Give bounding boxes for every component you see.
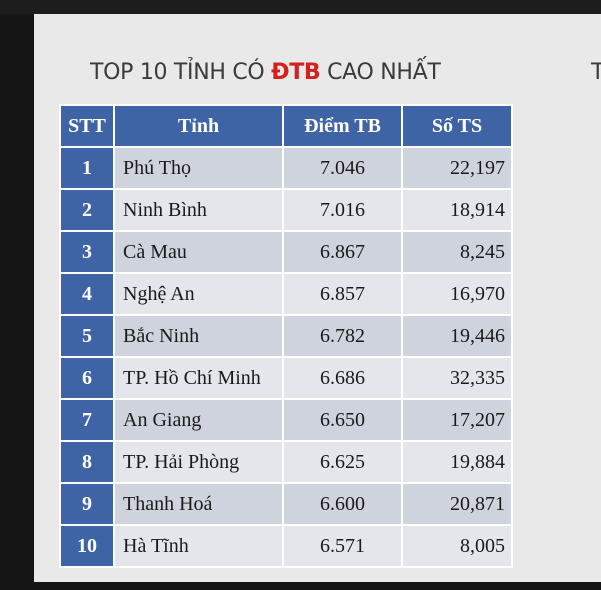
cell-stt: 3 [59,230,115,274]
cell-diem-tb: 6.600 [282,482,403,526]
title-suffix: CAO NHẤT [320,60,441,85]
table-row: 7 An Giang 6.650 17,207 [59,398,513,442]
cell-stt: 4 [59,272,115,316]
top-bar [0,0,601,14]
table-header-row: STT Tỉnh Điểm TB Số TS [59,104,513,148]
cell-stt: 10 [59,524,115,568]
cell-so-ts: 16,970 [401,272,513,316]
cell-tinh: Bắc Ninh [113,314,284,358]
table-row: 5 Bắc Ninh 6.782 19,446 [59,314,513,358]
cell-so-ts: 17,207 [401,398,513,442]
cell-tinh: TP. Hải Phòng [113,440,284,484]
cell-tinh: Phú Thọ [113,146,284,190]
cell-stt: 7 [59,398,115,442]
table-row: 1 Phú Thọ 7.046 22,197 [59,146,513,190]
ranking-table: STT Tỉnh Điểm TB Số TS 1 Phú Thọ 7.046 22,1… [59,104,513,568]
table-row: 9 Thanh Hoá 6.600 20,871 [59,482,513,526]
cell-so-ts: 19,884 [401,440,513,484]
table-row: 4 Nghệ An 6.857 16,970 [59,272,513,316]
slide: TOP 10 TỈNH CÓ ĐTB CAO NHẤT T STT Tỉnh Đ… [34,14,601,582]
header-so-ts: Số TS [401,104,513,148]
table-row: 6 TP. Hồ Chí Minh 6.686 32,335 [59,356,513,400]
header-diem-tb: Điểm TB [282,104,403,148]
cell-stt: 6 [59,356,115,400]
cell-diem-tb: 6.625 [282,440,403,484]
cell-diem-tb: 6.686 [282,356,403,400]
cell-tinh: Cà Mau [113,230,284,274]
table-row: 3 Cà Mau 6.867 8,245 [59,230,513,274]
cell-stt: 9 [59,482,115,526]
cell-stt: 5 [59,314,115,358]
cell-tinh: TP. Hồ Chí Minh [113,356,284,400]
cell-diem-tb: 6.867 [282,230,403,274]
cell-so-ts: 8,245 [401,230,513,274]
cell-tinh: Nghệ An [113,272,284,316]
cell-stt: 2 [59,188,115,232]
header-stt: STT [59,104,115,148]
title-highlight: ĐTB [271,60,321,85]
cell-tinh: Hà Tĩnh [113,524,284,568]
cell-so-ts: 18,914 [401,188,513,232]
table-body: 1 Phú Thọ 7.046 22,197 2 Ninh Bình 7.016 18,914… [59,146,513,568]
cell-so-ts: 8,005 [401,524,513,568]
cell-tinh: Thanh Hoá [113,482,284,526]
table-row: 2 Ninh Bình 7.016 18,914 [59,188,513,232]
cell-diem-tb: 7.016 [282,188,403,232]
table-row: 10 Hà Tĩnh 6.571 8,005 [59,524,513,568]
cell-so-ts: 19,446 [401,314,513,358]
table-row: 8 TP. Hải Phòng 6.625 19,884 [59,440,513,484]
cell-diem-tb: 6.857 [282,272,403,316]
cell-diem-tb: 7.046 [282,146,403,190]
cell-diem-tb: 6.650 [282,398,403,442]
header-tinh: Tỉnh [113,104,284,148]
cell-so-ts: 22,197 [401,146,513,190]
cell-tinh: An Giang [113,398,284,442]
cell-diem-tb: 6.782 [282,314,403,358]
cell-so-ts: 32,335 [401,356,513,400]
cell-stt: 8 [59,440,115,484]
cell-so-ts: 20,871 [401,482,513,526]
next-slide-title-edge: T [591,60,601,85]
slide-title: TOP 10 TỈNH CÓ ĐTB CAO NHẤT [90,60,441,85]
cell-tinh: Ninh Bình [113,188,284,232]
cell-stt: 1 [59,146,115,190]
title-prefix: TOP 10 TỈNH CÓ [90,60,272,85]
cell-diem-tb: 6.571 [282,524,403,568]
